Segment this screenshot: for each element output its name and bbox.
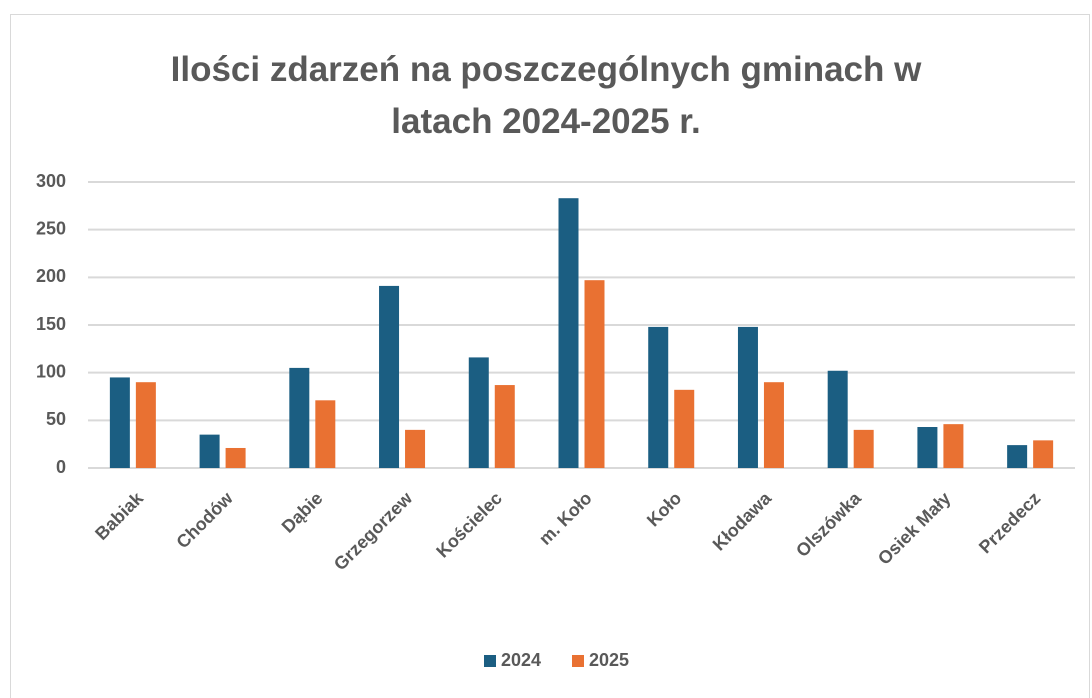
bar bbox=[674, 389, 695, 468]
bar bbox=[943, 424, 964, 468]
bar bbox=[763, 382, 784, 468]
chart-frame bbox=[10, 14, 1090, 698]
bar bbox=[315, 400, 336, 468]
bar bbox=[917, 427, 938, 468]
bar bbox=[494, 385, 515, 468]
x-tick-label: Przedecz bbox=[975, 488, 1044, 557]
bar bbox=[1007, 445, 1028, 468]
x-tick-label: Babiak bbox=[91, 487, 148, 544]
x-tick-label: Olszówka bbox=[792, 487, 866, 561]
y-tick-label: 100 bbox=[36, 361, 66, 381]
bar bbox=[1033, 440, 1054, 468]
y-tick-label: 50 bbox=[46, 409, 66, 429]
bar bbox=[109, 377, 130, 468]
bar bbox=[405, 429, 426, 468]
y-tick-label: 250 bbox=[36, 218, 66, 238]
bar bbox=[584, 280, 605, 468]
bar bbox=[468, 357, 489, 468]
legend-label: 2025 bbox=[589, 650, 629, 670]
y-tick-label: 150 bbox=[36, 314, 66, 334]
x-tick-label: Grzegorzew bbox=[330, 487, 417, 574]
y-tick-label: 0 bbox=[56, 457, 66, 477]
chart-title: Ilości zdarzeń na poszczególnych gminach… bbox=[170, 50, 922, 141]
bar bbox=[827, 370, 848, 468]
legend-swatch bbox=[572, 655, 584, 667]
bar bbox=[379, 285, 400, 468]
bar bbox=[648, 326, 669, 468]
x-tick-label: m. Koło bbox=[535, 488, 596, 549]
x-tick-label: Dąbie bbox=[278, 488, 327, 537]
bar bbox=[737, 326, 758, 468]
bar bbox=[558, 198, 579, 468]
bar bbox=[135, 382, 156, 468]
x-tick-label: Kłodawa bbox=[709, 487, 776, 554]
x-tick-label: Kościelec bbox=[432, 488, 506, 562]
x-tick-label: Chodów bbox=[172, 487, 237, 552]
bar bbox=[289, 367, 310, 468]
bar bbox=[225, 447, 246, 468]
y-tick-label: 300 bbox=[36, 171, 66, 191]
y-tick-label: 200 bbox=[36, 266, 66, 286]
legend-label: 2024 bbox=[501, 650, 541, 670]
x-tick-label: Koło bbox=[643, 488, 685, 530]
x-tick-label: Osiek Mały bbox=[874, 488, 955, 569]
bar bbox=[853, 429, 874, 468]
bar bbox=[199, 434, 220, 468]
legend-swatch bbox=[484, 655, 496, 667]
